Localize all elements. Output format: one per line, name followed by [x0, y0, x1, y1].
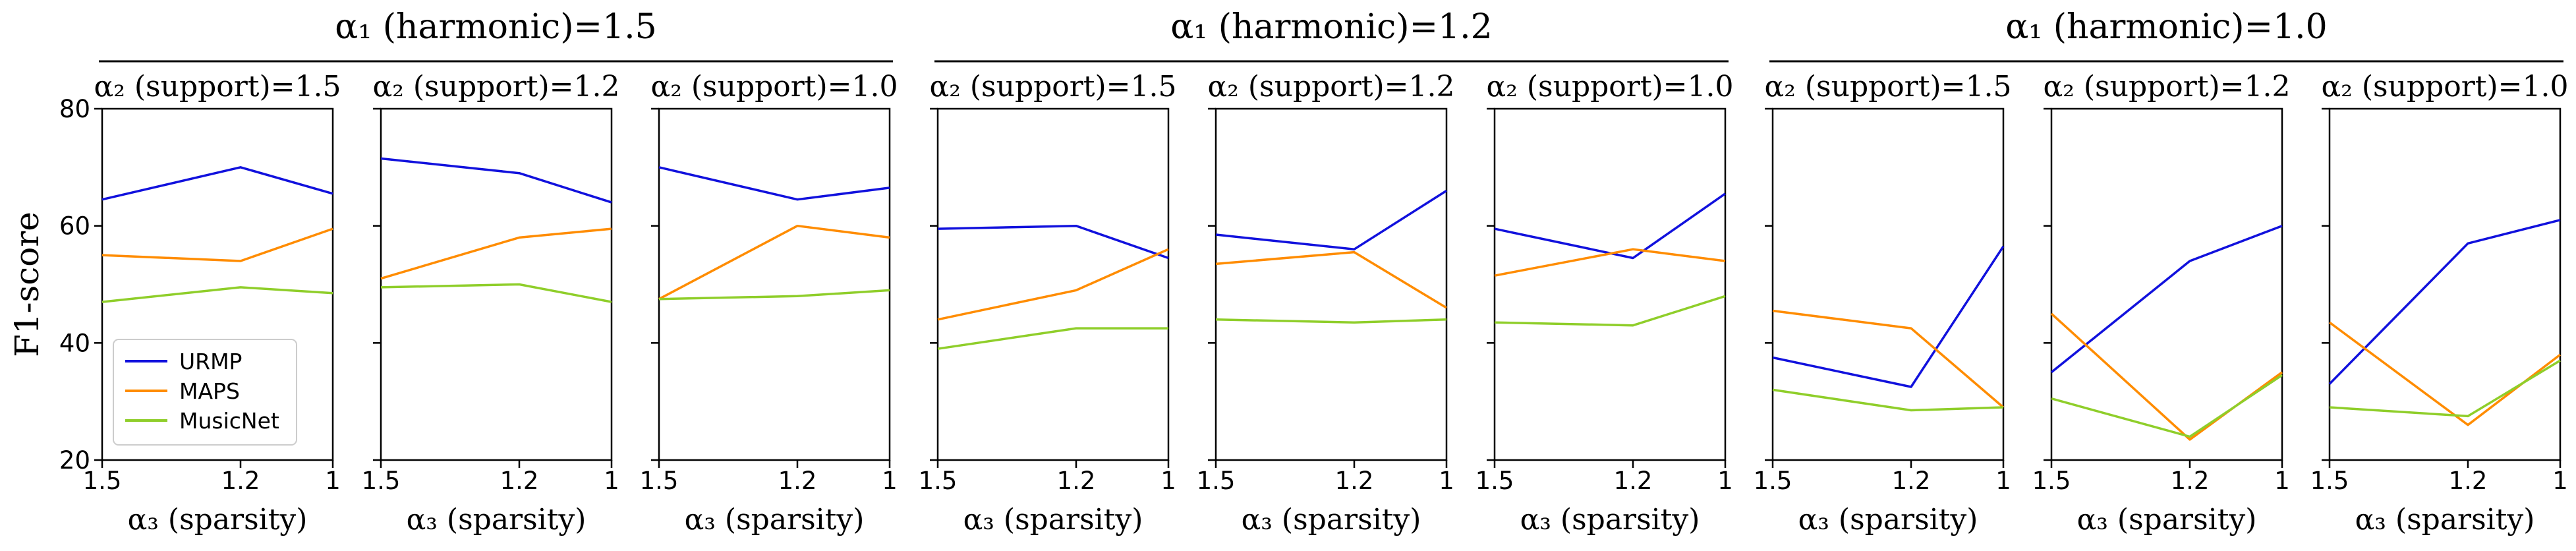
series-line-musicnet [380, 283, 612, 303]
series-line-musicnet [1772, 388, 2004, 412]
x-tick-label: 1.5 [1197, 467, 1236, 495]
series-line-maps [101, 227, 333, 262]
series-line-urmp [101, 166, 333, 201]
series-line-maps [658, 224, 890, 301]
x-axis-label: α₃ (sparsity) [1242, 503, 1421, 536]
y-tick-label: 60 [59, 212, 90, 241]
x-tick-label: 1 [1995, 467, 2011, 495]
series-line-urmp [937, 224, 1169, 260]
x-axis-label: α₃ (sparsity) [2355, 503, 2535, 536]
x-tick-label: 1 [604, 467, 619, 495]
x-tick-label: 1 [1160, 467, 1176, 495]
panel-title: α₂ (support)=1.0 [2322, 70, 2569, 103]
x-tick-label: 1.2 [500, 467, 539, 495]
panel-title: α₂ (support)=1.5 [930, 70, 1177, 103]
group-title: α₁ (harmonic)=1.0 [2005, 7, 2328, 47]
x-tick-label: 1.2 [1614, 467, 1653, 495]
x-tick-label: 1.5 [640, 467, 679, 495]
series-line-musicnet [2051, 374, 2283, 438]
x-tick-label: 1 [1439, 467, 1454, 495]
series-line-musicnet [1494, 295, 1726, 327]
plot-frame [380, 107, 613, 461]
series-line-urmp [1215, 189, 1447, 250]
panel-title: α₂ (support)=1.0 [651, 70, 898, 103]
x-axis-label: α₃ (sparsity) [128, 503, 308, 536]
series-line-maps [1772, 309, 2005, 409]
legend-box [113, 339, 297, 446]
x-axis-label: α₃ (sparsity) [963, 503, 1143, 536]
series-line-urmp [1494, 192, 1727, 260]
series-line-musicnet [1215, 318, 1447, 324]
x-tick-label: 1.5 [1754, 467, 1792, 495]
legend-label: MusicNet [179, 408, 279, 434]
plot-frame [2050, 107, 2283, 461]
series-line-urmp [1772, 245, 2005, 388]
x-axis-label: α₃ (sparsity) [2077, 503, 2257, 536]
x-tick-label: 1.5 [1475, 467, 1514, 495]
x-axis-label: α₃ (sparsity) [1798, 503, 1978, 536]
legend-label: URMP [179, 349, 242, 374]
series-line-urmp [380, 157, 612, 204]
series-line-musicnet [658, 289, 890, 301]
plot-frame [2328, 107, 2562, 461]
x-tick-label: 1.2 [221, 467, 260, 495]
x-tick-label: 1.2 [1335, 467, 1374, 495]
x-tick-label: 1.5 [2032, 467, 2071, 495]
series-line-musicnet [937, 327, 1168, 350]
panel-title: α₂ (support)=1.2 [2044, 70, 2291, 103]
plot-frame [936, 107, 1170, 461]
plot-frame [1493, 107, 1727, 461]
series-line-urmp [658, 166, 890, 201]
panel-title: α₂ (support)=1.2 [373, 70, 620, 103]
x-axis-label: α₃ (sparsity) [407, 503, 587, 536]
series-line-urmp [2050, 225, 2283, 374]
x-tick-label: 1.2 [778, 467, 817, 495]
y-axis-label: F1-score [8, 212, 46, 357]
x-tick-label: 1 [2552, 467, 2568, 495]
plot-frame [658, 107, 891, 461]
series-line-maps [937, 248, 1169, 321]
plot-frame [1771, 107, 2005, 461]
panel-title: α₂ (support)=1.5 [1765, 70, 2012, 103]
legend-label: MAPS [179, 378, 240, 404]
x-tick-label: 1.2 [2449, 467, 2488, 495]
panel-title: α₂ (support)=1.0 [1487, 70, 1734, 103]
x-tick-label: 1 [1717, 467, 1733, 495]
x-axis-label: α₃ (sparsity) [1520, 503, 1700, 536]
x-tick-label: 1.5 [362, 467, 401, 495]
group-title: α₁ (harmonic)=1.5 [335, 7, 657, 47]
x-tick-label: 1.2 [2171, 467, 2210, 495]
plot-frame [101, 107, 334, 461]
x-axis-label: α₃ (sparsity) [685, 503, 865, 536]
series-line-maps [380, 227, 612, 280]
series-line-maps [2050, 312, 2283, 441]
panel-title: α₂ (support)=1.5 [94, 70, 341, 103]
x-tick-label: 1.5 [919, 467, 958, 495]
x-tick-label: 1 [325, 467, 341, 495]
series-line-maps [1215, 250, 1447, 309]
series-line-musicnet [2329, 359, 2561, 418]
series-line-urmp [2328, 219, 2561, 385]
group-title: α₁ (harmonic)=1.2 [1170, 7, 1493, 47]
plot-frame [1215, 107, 1448, 461]
x-tick-label: 1.2 [1057, 467, 1096, 495]
x-tick-label: 1 [2274, 467, 2290, 495]
series-line-maps [1494, 248, 1726, 277]
x-tick-label: 1.5 [83, 467, 122, 495]
panel-title: α₂ (support)=1.2 [1208, 70, 1455, 103]
y-tick-label: 20 [59, 446, 90, 475]
y-tick-label: 80 [59, 95, 90, 123]
y-tick-label: 40 [59, 329, 90, 357]
series-line-musicnet [101, 286, 333, 303]
x-tick-label: 1.5 [2310, 467, 2349, 495]
x-tick-label: 1 [882, 467, 898, 495]
x-tick-label: 1.2 [1892, 467, 1931, 495]
